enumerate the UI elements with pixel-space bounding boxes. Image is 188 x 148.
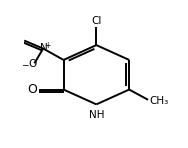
Text: O: O bbox=[27, 83, 37, 96]
Text: −: − bbox=[21, 60, 29, 69]
Text: NH: NH bbox=[89, 110, 104, 120]
Text: +: + bbox=[45, 41, 51, 50]
Text: Cl: Cl bbox=[91, 16, 102, 26]
Text: O: O bbox=[29, 59, 37, 69]
Text: N: N bbox=[40, 43, 48, 53]
Text: CH₃: CH₃ bbox=[150, 96, 169, 106]
